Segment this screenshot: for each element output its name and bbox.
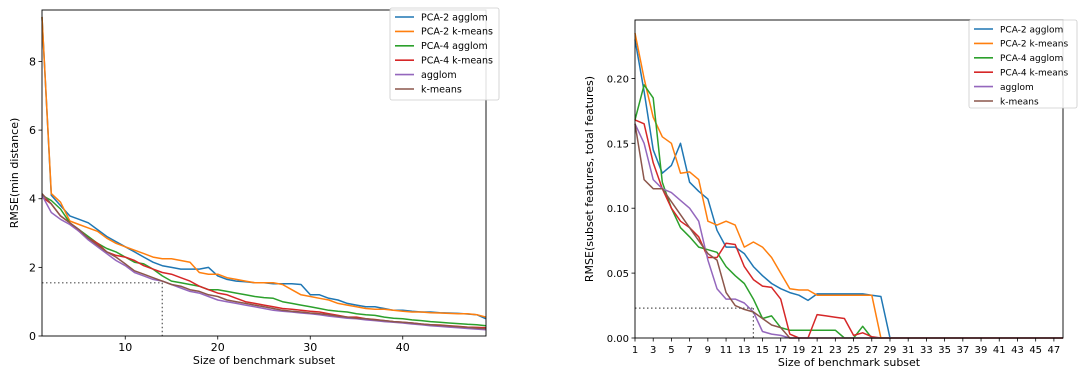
x-tick-label: 3: [650, 345, 656, 356]
x-tick-label: 17: [774, 345, 787, 356]
legend-label: PCA-2 agglom: [1000, 25, 1063, 35]
x-tick-label: 27: [865, 345, 878, 356]
x-tick-label: 30: [303, 341, 317, 354]
x-tick-label: 33: [920, 345, 933, 356]
legend-label: k-means: [1000, 97, 1039, 107]
x-tick-label: 9: [705, 345, 711, 356]
x-tick-label: 47: [1048, 345, 1061, 356]
series-line-pca-2-k-means: [634, 32, 1063, 339]
legend-label: PCA-4 k-means: [421, 56, 493, 67]
plot-frame: [634, 19, 1064, 339]
x-tick-label: 11: [720, 345, 733, 356]
series-line-k-means: [634, 123, 1063, 339]
y-tick-label: 6: [29, 124, 36, 137]
series-line-k-means: [41, 193, 487, 330]
plot-frame: [41, 9, 487, 337]
y-tick-label: 0.15: [607, 139, 629, 150]
series-line-agglom: [41, 194, 487, 331]
x-tick-label: 40: [396, 341, 410, 354]
legend-label: PCA-2 k-means: [421, 27, 493, 38]
legend-box: [389, 7, 500, 101]
y-tick-label: 0: [29, 330, 36, 343]
x-tick-label: 31: [902, 345, 915, 356]
y-tick-label: 0.05: [607, 269, 629, 280]
y-axis-label: RMSE(subset features, total features): [583, 76, 596, 282]
legend-box: [968, 19, 1078, 109]
y-axis-label: RMSE(min distance): [8, 118, 21, 229]
y-tick-label: 0.00: [607, 334, 629, 345]
x-tick-label: 29: [884, 345, 897, 356]
x-tick-label: 23: [829, 345, 842, 356]
x-tick-label: 41: [993, 345, 1006, 356]
legend-label: PCA-4 agglom: [1000, 54, 1063, 64]
x-axis-label: Size of benchmark subset: [778, 356, 921, 369]
legend-label: agglom: [1000, 83, 1034, 93]
legend-label: PCA-4 k-means: [1000, 69, 1068, 79]
series-line-pca-4-agglom: [41, 194, 487, 327]
x-tick-label: 25: [847, 345, 860, 356]
x-tick-label: 15: [756, 345, 769, 356]
legend-label: PCA-2 agglom: [421, 12, 488, 23]
y-tick-label: 0.20: [607, 74, 629, 85]
legend-label: agglom: [421, 70, 457, 81]
x-tick-label: 39: [975, 345, 988, 356]
chart-rmse-min-distance: 10 20 30 40 0 2 4 6 8 Size of benchmark subset RMS…: [8, 7, 500, 367]
x-tick-label: 19: [793, 345, 806, 356]
series-line-pca-2-k-means: [41, 16, 487, 318]
x-tick-label: 5: [668, 345, 674, 356]
x-tick-label: 20: [211, 341, 225, 354]
legend-label: PCA-2 k-means: [1000, 40, 1068, 50]
x-tick-label: 7: [686, 345, 692, 356]
legend-label: k-means: [421, 84, 462, 95]
x-tick-label: 45: [1029, 345, 1042, 356]
y-tick-label: 2: [29, 261, 36, 274]
x-tick-label: 13: [738, 345, 751, 356]
x-tick-label: 43: [1011, 345, 1024, 356]
legend-label: PCA-4 agglom: [421, 41, 488, 52]
series-line-agglom: [634, 123, 1063, 339]
x-tick-label: 37: [956, 345, 969, 356]
chart-rmse-subset-features: 1 3 5 7 9 11 13 15 17 19 21 23 25 27 29 31 33 35 37 39 41 43 4…: [583, 19, 1078, 369]
series-line-pca-2-agglom: [634, 39, 1063, 339]
y-tick-label: 0.10: [607, 204, 629, 215]
x-tick-label: 1: [632, 345, 638, 356]
x-tick-label: 21: [811, 345, 824, 356]
series-line-pca-4-k-means: [634, 119, 1063, 339]
x-tick-label: 10: [118, 341, 132, 354]
y-tick-label: 8: [29, 55, 36, 68]
legend: PCA-2 agglom PCA-2 k-means PCA-4 agglom PCA…: [389, 7, 500, 101]
x-tick-label: 35: [938, 345, 951, 356]
series-line-pca-4-agglom: [634, 84, 1063, 339]
x-axis-label: Size of benchmark subset: [193, 354, 336, 367]
y-tick-label: 4: [29, 193, 36, 206]
legend: PCA-2 agglom PCA-2 k-means PCA-4 agglom PCA…: [968, 19, 1078, 109]
